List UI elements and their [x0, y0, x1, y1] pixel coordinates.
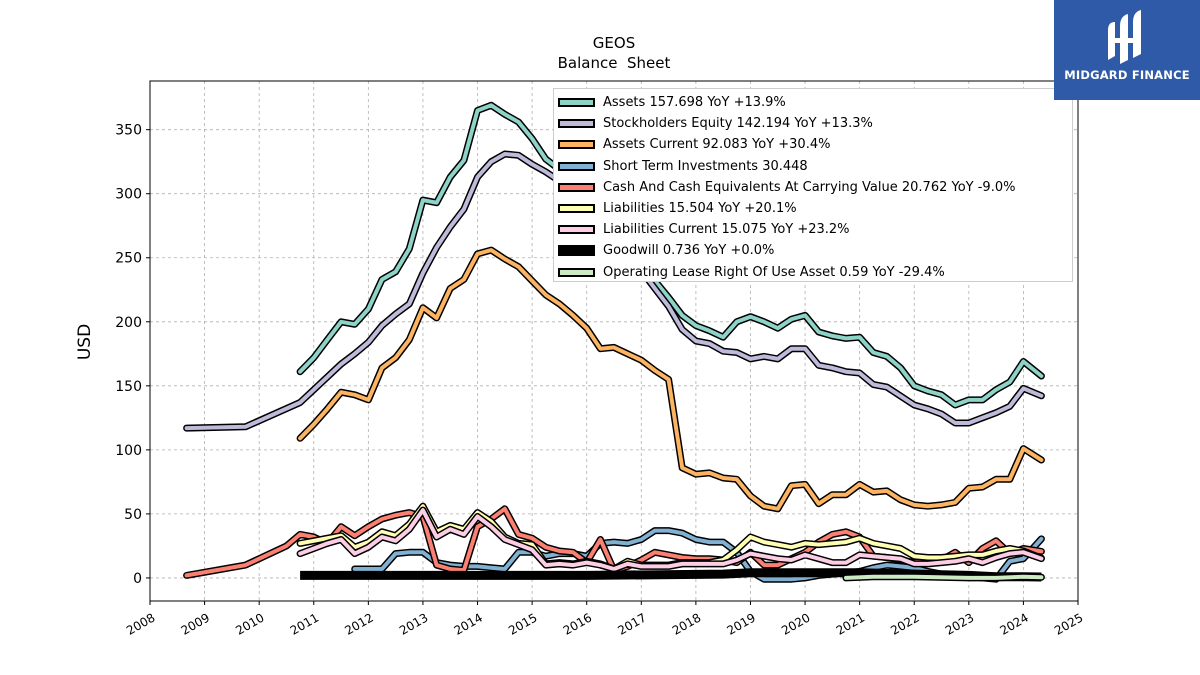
legend-label: Operating Lease Right Of Use Asset 0.59 … [603, 264, 945, 280]
legend-swatch [558, 161, 595, 171]
legend-item: Goodwill 0.736 YoY +0.0% [554, 240, 774, 261]
series-stroke [184, 152, 1044, 431]
series-stroke [298, 103, 1044, 407]
legend-item: Liabilities 15.504 YoY +20.1% [554, 198, 797, 219]
y-tick-label: 250 [115, 251, 142, 267]
x-tick-label: 2010 [233, 610, 266, 637]
legend-swatch [558, 98, 595, 107]
legend-label: Liabilities 15.504 YoY +20.1% [603, 201, 797, 216]
legend-swatch [558, 119, 595, 129]
series-stroke [298, 248, 1044, 511]
x-tick-label: 2020 [779, 610, 812, 637]
y-tick-label: 150 [115, 379, 142, 395]
legend-label: Short Term Investments 30.448 [603, 158, 808, 174]
series-stroke [844, 574, 1044, 580]
legend-item: Operating Lease Right Of Use Asset 0.59 … [554, 262, 945, 283]
y-tick-label: 350 [115, 123, 142, 139]
legend-swatch [558, 245, 595, 257]
x-tick-label: 2011 [288, 610, 321, 637]
series-line-2 [296, 246, 1045, 513]
chart-subtitle: Balance Sheet [558, 54, 671, 72]
legend-swatch [558, 267, 595, 277]
legend-label: Cash And Cash Equivalents At Carrying Va… [603, 179, 1016, 195]
legend-item: Assets 157.698 YoY +13.9% [554, 92, 786, 113]
legend-label: Assets Current 92.083 YoY +30.4% [603, 137, 831, 153]
midgard-finance-logo: MIDGARD FINANCE [1054, 0, 1200, 100]
legend-swatch [558, 225, 595, 235]
chart-title: GEOS [593, 34, 635, 52]
x-tick-label: 2024 [997, 610, 1030, 637]
y-tick-label: 200 [115, 315, 142, 331]
y-axis: 0 50 100 150 200 250 300 350 [115, 123, 150, 587]
legend-label: Goodwill 0.736 YoY +0.0% [603, 243, 775, 259]
series-line-0 [296, 101, 1045, 409]
y-tick-label: 0 [133, 571, 142, 587]
legend-swatch [558, 140, 595, 150]
x-tick-label: 2012 [342, 610, 375, 637]
x-tick-label: 2021 [834, 610, 867, 637]
legend-item: Assets Current 92.083 YoY +30.4% [554, 134, 830, 155]
series-line-8 [842, 573, 1045, 582]
series-line-1 [183, 150, 1045, 432]
y-tick-label: 300 [115, 187, 142, 203]
legend-swatch [558, 204, 595, 213]
x-axis: 2008 2009 2010 2011 2012 2013 2014 2015 2016 2017… [124, 601, 1086, 638]
legend-item: Short Term Investments 30.448 [554, 156, 808, 177]
x-tick-label: 2022 [888, 610, 921, 637]
series-outline [296, 246, 1045, 513]
x-tick-label: 2019 [725, 610, 758, 637]
x-tick-label: 2023 [943, 610, 976, 637]
logo-text: MIDGARD FINANCE [1064, 68, 1190, 82]
legend-item: Liabilities Current 15.075 YoY +23.2% [554, 219, 850, 240]
x-tick-label: 2017 [615, 610, 648, 637]
series-line-6 [296, 506, 1045, 573]
x-tick-label: 2014 [452, 610, 485, 637]
legend-item: Stockholders Equity 142.194 YoY +13.3% [554, 113, 873, 134]
y-axis-label: USD [75, 324, 95, 360]
legend-label: Stockholders Equity 142.194 YoY +13.3% [603, 116, 873, 132]
legend-label: Assets 157.698 YoY +13.9% [603, 95, 786, 110]
x-tick-label: 2018 [670, 610, 703, 637]
x-tick-label: 2013 [397, 610, 430, 637]
x-tick-label: 2015 [506, 610, 539, 637]
plot-frame [149, 80, 1079, 602]
series-stroke [298, 508, 1044, 571]
x-tick-label: 2025 [1052, 610, 1085, 637]
legend-swatch [558, 182, 595, 192]
legend-label: Liabilities Current 15.075 YoY +23.2% [603, 222, 850, 238]
x-tick-label: 2009 [179, 610, 212, 637]
x-tick-label: 2016 [561, 610, 594, 637]
x-tick-label: 2008 [124, 610, 157, 637]
legend: Assets 157.698 YoY +13.9% Stockholders Eq… [553, 88, 1073, 282]
y-tick-label: 50 [124, 507, 142, 523]
midgard-logo-icon [1108, 10, 1141, 64]
y-tick-label: 100 [115, 443, 142, 459]
legend-item: Cash And Cash Equivalents At Carrying Va… [554, 177, 1015, 198]
series-lines [183, 101, 1045, 583]
